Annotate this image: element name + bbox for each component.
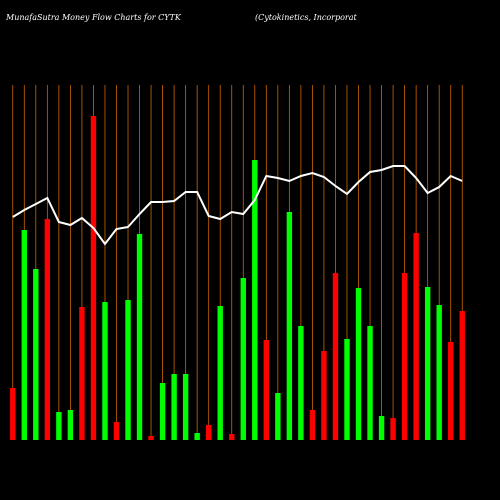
bar: [148, 436, 154, 440]
bar: [332, 273, 339, 440]
bar: [102, 302, 108, 440]
bar: [21, 230, 27, 440]
bar: [390, 418, 396, 440]
bar: [113, 422, 120, 440]
bar: [159, 383, 166, 440]
bar: [194, 433, 200, 440]
bar: [90, 116, 97, 440]
bar: [355, 288, 362, 440]
bar: [217, 306, 223, 440]
bar: [459, 311, 465, 440]
bar: [424, 287, 431, 440]
bar: [171, 374, 177, 440]
bar: [263, 340, 270, 440]
bar: [10, 388, 16, 440]
chart-subtitle: (Cytokinetics, Incorporat: [255, 13, 357, 22]
bar: [309, 410, 316, 440]
chart-title: MunafaSutra Money Flow Charts for CYTK: [5, 13, 182, 22]
bar: [67, 410, 74, 440]
bar: [229, 434, 235, 440]
bar: [125, 300, 131, 440]
bar: [298, 326, 304, 440]
bar: [275, 393, 281, 440]
flow-line: [12, 165, 463, 246]
bar: [182, 374, 189, 440]
bar: [401, 273, 408, 440]
bar: [344, 339, 350, 440]
bar: [205, 425, 212, 440]
bar: [44, 219, 51, 440]
bar: [378, 416, 385, 440]
bar: [240, 278, 246, 440]
bar: [252, 160, 258, 440]
bar: [79, 307, 85, 440]
bar: [56, 412, 62, 440]
bar: [33, 269, 39, 440]
bar: [413, 233, 419, 440]
bar: [448, 342, 454, 440]
bar: [436, 305, 442, 440]
bar: [321, 351, 327, 440]
bar: [136, 234, 143, 440]
bar: [367, 326, 373, 440]
bar: [286, 212, 293, 440]
